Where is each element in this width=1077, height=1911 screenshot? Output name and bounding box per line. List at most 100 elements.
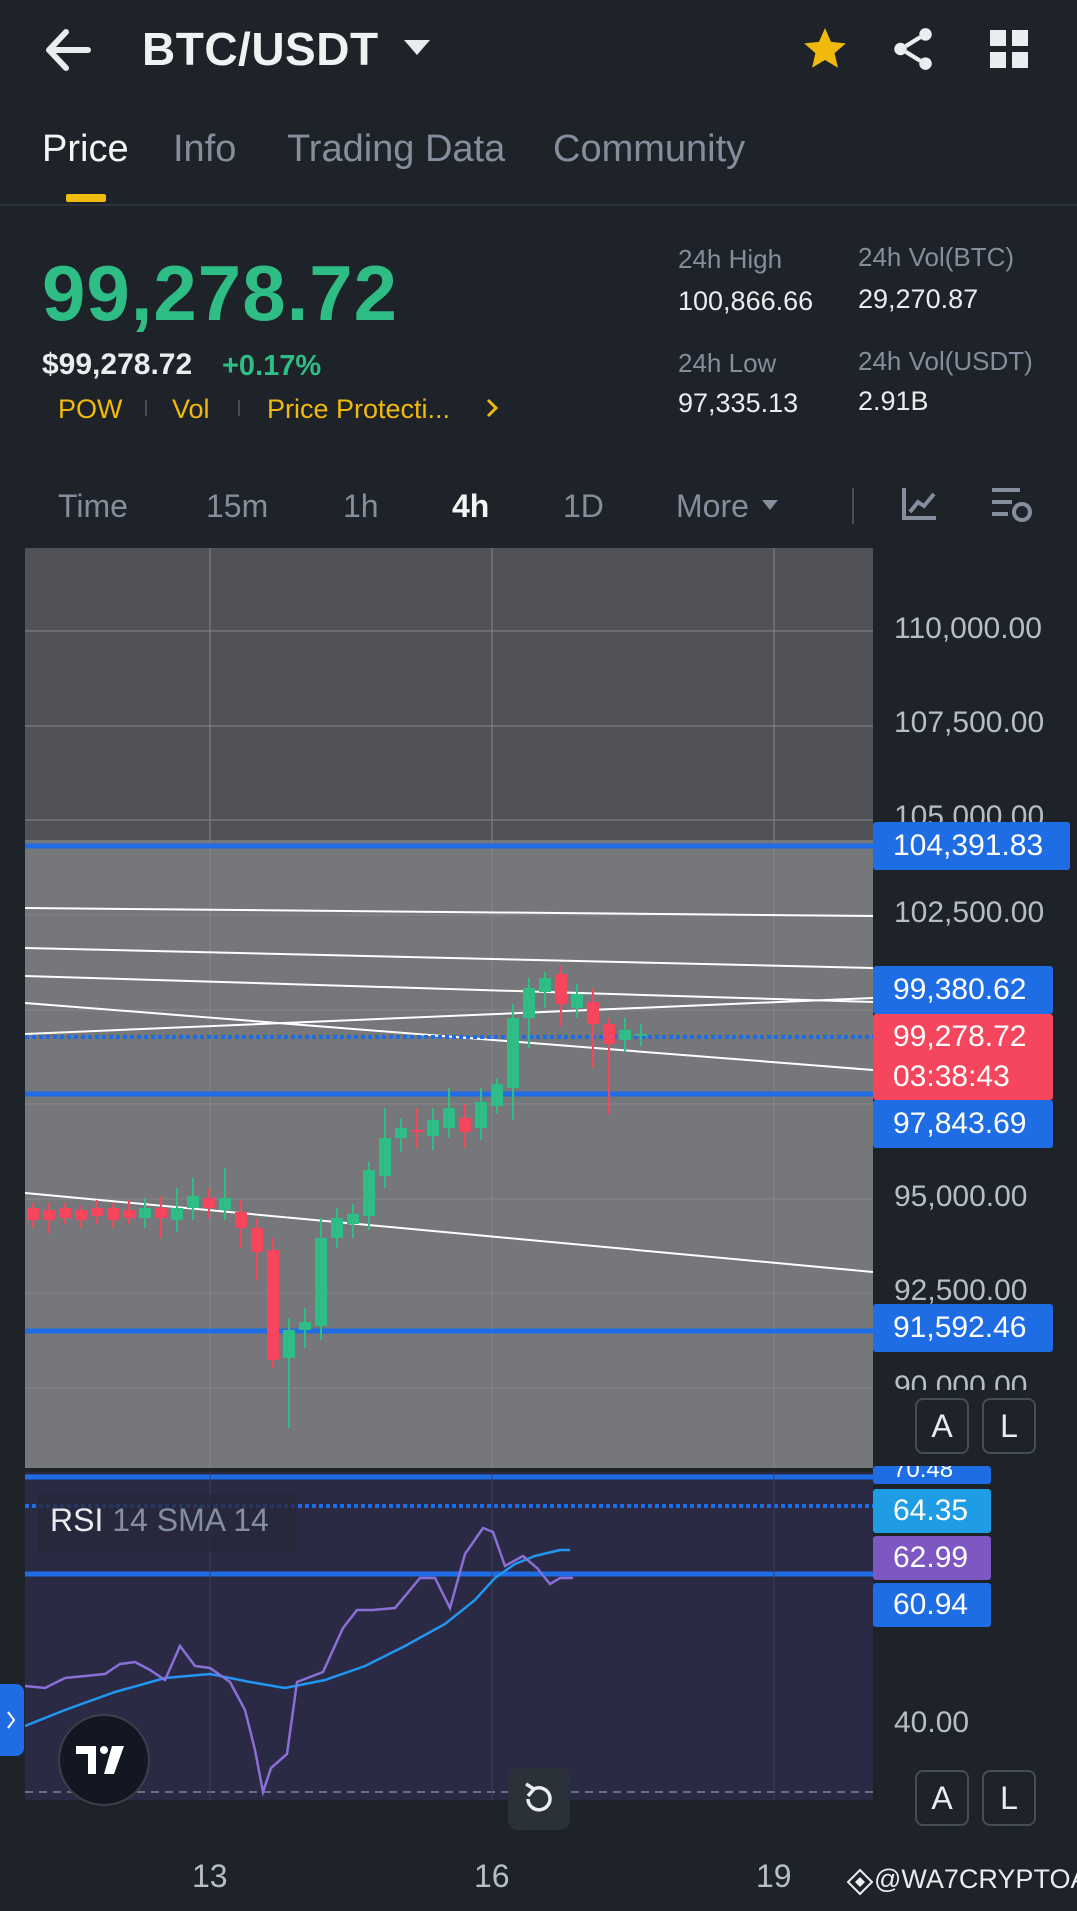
candlestick-chart[interactable] [25,548,873,1468]
interval-15m[interactable]: 15m [206,488,269,524]
level-tag-3: 97,843.69 [873,1100,1053,1148]
candle-body [363,1170,375,1216]
candle-body [459,1118,471,1132]
candle-body [523,988,535,1018]
candle-body [27,1208,39,1220]
log-scale-button[interactable]: L [982,1398,1036,1454]
rsi-label-main: RSI [50,1502,104,1538]
rsi-tag-top: 70.48 [873,1466,991,1484]
high-value: 100,866.66 [678,286,814,316]
tag-separator [145,400,147,416]
candle-body [91,1208,103,1216]
current-price-value: 99,278.72 [893,1020,1027,1053]
high-label: 24h High [678,244,783,274]
grid-menu-icon[interactable] [988,28,1030,70]
candle-body [603,1024,615,1044]
interval-1h[interactable]: 1h [343,488,379,524]
low-value: 97,335.13 [678,388,799,418]
candle-body [203,1198,215,1208]
candle-body [187,1196,199,1208]
date-label: 16 [474,1858,510,1894]
candle-body [59,1208,71,1218]
indicator-chart-icon[interactable] [900,484,940,529]
rsi-tag-3: 60.94 [873,1583,991,1627]
interval-4h[interactable]: 4h [452,488,490,524]
candle-body [379,1138,391,1176]
axis-label: 95,000.00 [894,1180,1028,1213]
share-icon[interactable] [888,24,938,74]
vol-btc-label: 24h Vol(BTC) [858,242,1015,272]
candle-body [443,1108,455,1128]
candle-body [315,1238,327,1326]
vol-usdt-label: 24h Vol(USDT) [858,346,1033,376]
axis-label: 110,000.00 [894,612,1042,645]
more-caret-icon[interactable] [762,500,778,510]
vol-btc-value: 29,270.87 [858,284,979,314]
candle-body [107,1208,119,1220]
level-tag-1: 104,391.83 [873,822,1070,870]
sidebar-expand-handle[interactable] [0,1684,24,1756]
current-price-tag: 99,278.72 03:38:43 [873,1014,1053,1100]
pair-dropdown-icon[interactable] [404,40,430,55]
axis-label: 107,500.00 [894,706,1045,739]
low-label: 24h Low [678,348,777,378]
candle-body [571,994,583,1008]
candle-body [395,1128,407,1138]
rsi-label-params: 14 SMA 14 [112,1502,269,1538]
level-tag-4: 91,592.46 [873,1304,1053,1352]
tradingview-logo[interactable] [58,1714,150,1806]
rsi-chart[interactable] [25,1472,873,1800]
candle-body [539,978,551,992]
pair-title[interactable]: BTC/USDT [142,23,379,75]
candle-body [43,1210,55,1220]
watermark: @WA7CRYPTOAR [874,1864,1077,1894]
candle-body [635,1034,647,1036]
level-tag-2: 99,380.62 [873,966,1053,1014]
binance-logo-icon [846,1868,874,1901]
candle-body [587,1002,599,1024]
candle-body [347,1214,359,1224]
rsi-tag-1: 64.35 [873,1489,991,1533]
candle-body [171,1208,183,1220]
tabs-divider [0,204,1077,206]
candle-body [507,1018,519,1088]
usd-price: $99,278.72 [42,348,193,381]
interval-time[interactable]: Time [58,488,128,524]
date-label: 13 [192,1858,228,1894]
candle-countdown: 03:38:43 [893,1060,1010,1093]
reset-chart-button[interactable] [508,1768,570,1830]
candle-body [235,1212,247,1228]
change-percent: +0.17% [222,350,322,382]
tab-info[interactable]: Info [173,128,237,170]
tag-pow[interactable]: POW [58,394,123,424]
candle-body [139,1208,151,1218]
back-arrow-icon[interactable] [40,22,100,78]
tag-separator [238,400,240,416]
interval-separator [852,488,854,524]
candle-body [299,1322,311,1330]
candle-body [427,1120,439,1136]
rsi-legend[interactable]: RSI 14 SMA 14 [38,1494,296,1552]
interval-1d[interactable]: 1D [563,488,604,524]
rsi-log-scale-button[interactable]: L [982,1770,1036,1826]
tab-price[interactable]: Price [42,128,129,170]
axis-label: 90,000.00 [894,1370,1028,1390]
tag-vol[interactable]: Vol [172,394,210,424]
interval-more[interactable]: More [676,488,749,524]
tab-community[interactable]: Community [553,128,746,170]
rsi-axis-label: 40.00 [894,1706,970,1739]
rsi-tag-2: 62.99 [873,1536,991,1580]
candle-body [251,1228,263,1252]
axis-label: 102,500.00 [894,896,1045,929]
axis-label: 92,500.00 [894,1274,1028,1307]
favorite-star-icon[interactable] [800,24,850,74]
rsi-auto-scale-button[interactable]: A [915,1770,969,1826]
tag-price-protection[interactable]: Price Protecti... [267,394,451,424]
date-label: 19 [756,1858,792,1894]
auto-scale-button[interactable]: A [915,1398,969,1454]
chevron-right-icon[interactable] [484,396,502,425]
candle-body [219,1198,231,1210]
tab-trading-data[interactable]: Trading Data [287,128,506,170]
chart-settings-icon[interactable] [990,484,1034,529]
candle-body [555,974,567,1004]
